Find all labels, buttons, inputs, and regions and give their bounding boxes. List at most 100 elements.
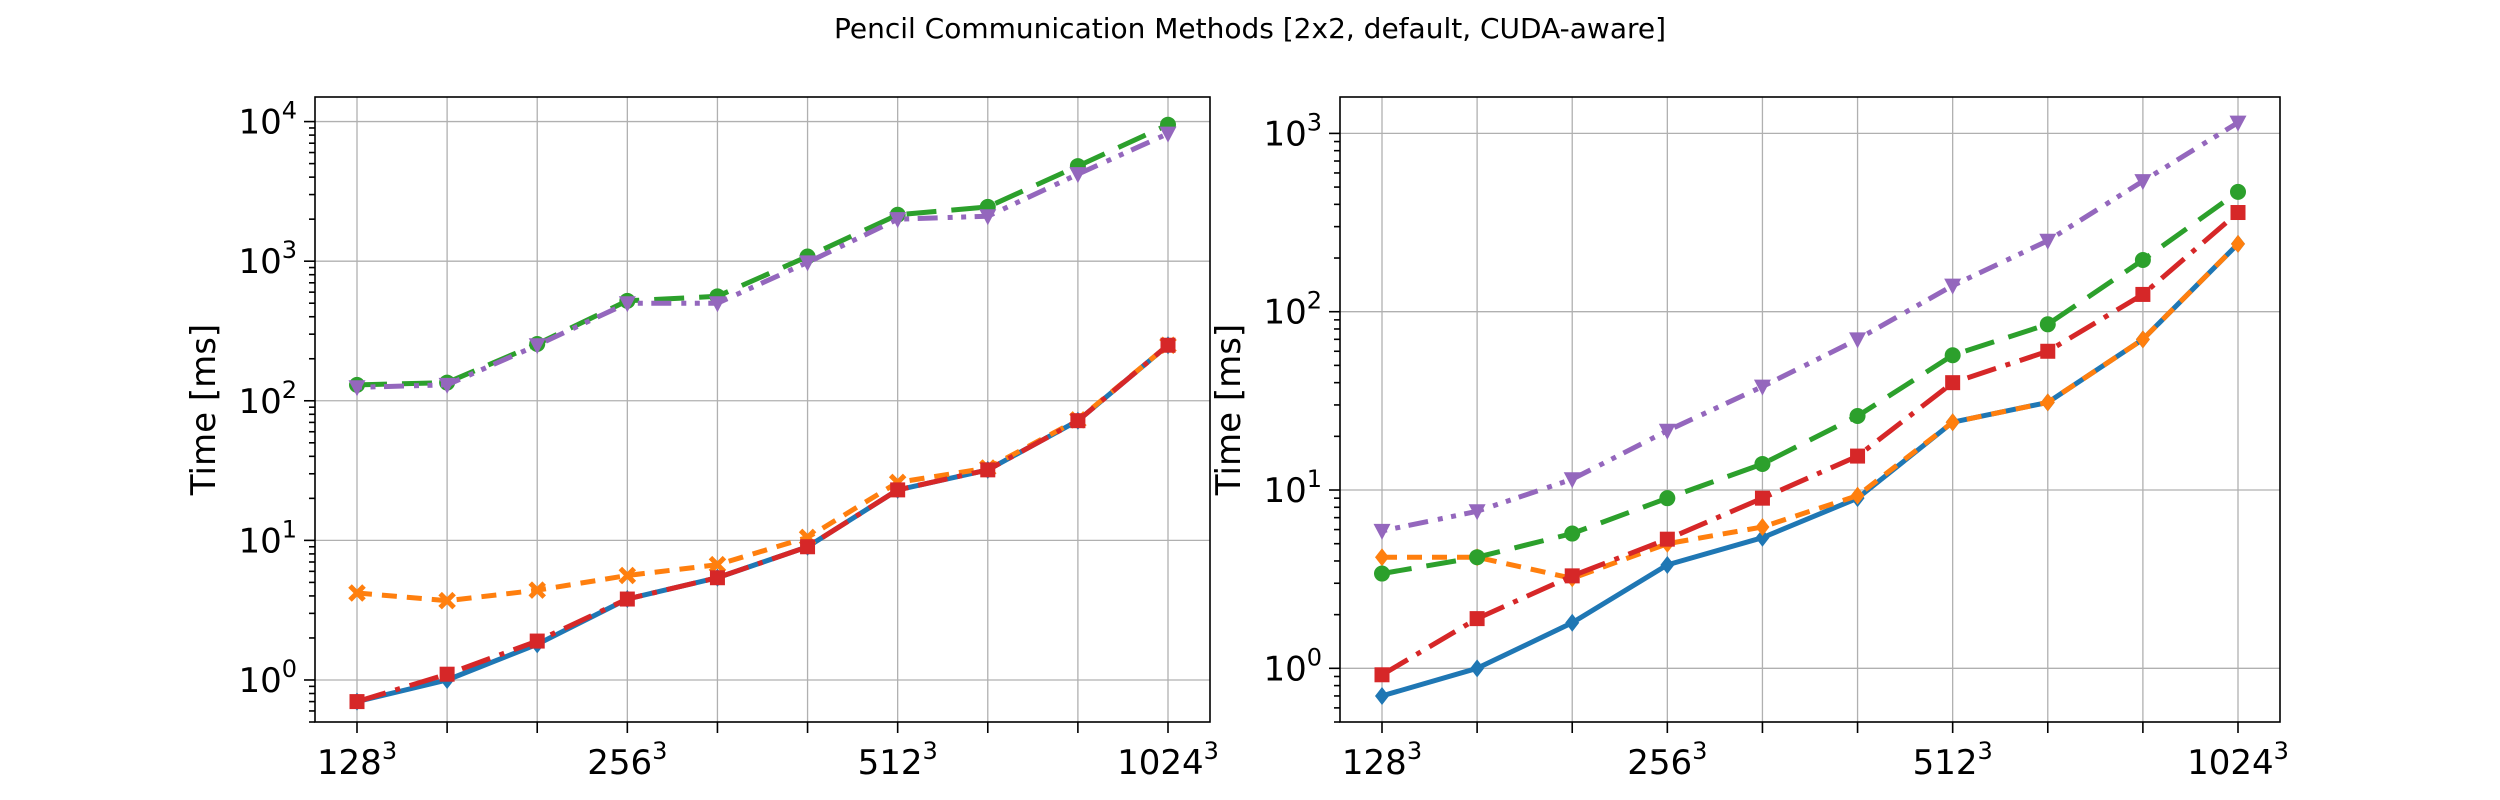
data-point [1659, 531, 1675, 547]
series-line [356, 343, 1170, 705]
data-point [528, 581, 546, 599]
data-point [980, 462, 996, 478]
x-tick-label: 10243 [1117, 737, 1219, 783]
data-point [438, 377, 456, 394]
data-point [708, 296, 726, 313]
data-point [619, 591, 635, 607]
data-point [1563, 472, 1581, 489]
data-point [1753, 379, 1771, 396]
data-point [618, 566, 637, 585]
y-tick-label: 102 [238, 376, 297, 422]
data-point [1660, 555, 1675, 574]
y-tick-label: 101 [1263, 465, 1322, 511]
data-point [529, 633, 545, 649]
data-point [439, 666, 455, 682]
y-tick-label: 102 [1263, 287, 1322, 333]
series-4 [1373, 115, 2247, 540]
y-tick-label: 103 [238, 236, 297, 282]
right-chart: 100 101 102 103 1283 2563 5123 10243 Time [ms] [1209, 96, 2289, 783]
series-line [1380, 210, 2240, 677]
grid [315, 97, 1210, 722]
data-point [889, 212, 907, 229]
data-point [979, 209, 997, 226]
data-point [2039, 316, 2056, 333]
data-point [2230, 183, 2246, 200]
data-point [1850, 486, 1865, 505]
plot-frame [314, 96, 1211, 723]
series-line [356, 122, 1170, 388]
data-point [1564, 568, 1580, 584]
data-point [1159, 126, 1177, 143]
series-1 [1375, 234, 2245, 588]
data-point [799, 255, 817, 272]
data-point [1470, 659, 1485, 678]
series-line [1381, 120, 2240, 534]
data-point [709, 570, 725, 586]
series-0 [350, 336, 1175, 711]
data-point [2231, 234, 2245, 253]
data-point [1755, 518, 1770, 537]
data-point [2039, 233, 2057, 250]
data-point [1375, 686, 1389, 705]
series-line [1381, 189, 2240, 577]
data-point [1564, 525, 1581, 542]
x-tick-label: 1283 [317, 737, 397, 783]
data-point [528, 338, 546, 355]
data-point [2040, 343, 2056, 359]
data-point [1070, 413, 1086, 429]
series-line [356, 131, 1170, 390]
data-point [1565, 613, 1580, 632]
data-point [1945, 375, 1961, 391]
series-3 [1374, 205, 2246, 683]
data-point [1945, 413, 1960, 432]
data-point [618, 296, 636, 313]
data-point [1754, 490, 1770, 506]
data-point [1659, 490, 1676, 507]
data-point [1658, 423, 1676, 440]
data-point [2040, 393, 2055, 412]
x-tick-label: 5123 [858, 737, 938, 783]
data-point [2135, 286, 2151, 302]
data-point [1944, 347, 1961, 364]
plot-frame [1339, 96, 2281, 723]
data-point [348, 380, 366, 397]
series-3 [349, 337, 1176, 710]
data-point [1375, 548, 1389, 567]
data-point [1754, 455, 1771, 472]
y-tick-label: 100 [238, 655, 297, 701]
data-point [800, 539, 816, 555]
series-2 [349, 116, 1176, 393]
data-point [1850, 448, 1866, 464]
data-point [1069, 167, 1087, 184]
x-tick-label: 2563 [1627, 737, 1707, 783]
data-point [1374, 667, 1390, 683]
data-point [349, 694, 365, 710]
series-0 [1375, 234, 2245, 705]
x-tick-label: 5123 [1913, 737, 1993, 783]
y-tick-label: 103 [1263, 108, 1322, 154]
series-4 [348, 126, 1177, 397]
data-point [1160, 337, 1176, 353]
x-tick-label: 1283 [1342, 737, 1422, 783]
data-point [348, 584, 366, 602]
series-line [1382, 242, 2240, 581]
y-tick-label: 100 [1263, 643, 1322, 689]
data-point [2229, 115, 2247, 132]
figure-title: Pencil Communication Methods [2x2, defau… [834, 12, 1666, 45]
series-line [356, 343, 1170, 704]
x-tick-label: 2563 [587, 737, 667, 783]
data-point [438, 591, 456, 610]
y-axis-label: Time [ms] [1209, 324, 1249, 496]
data-point [1849, 332, 1867, 349]
series-1 [348, 336, 1177, 610]
data-point [1849, 408, 1866, 425]
data-point [2134, 174, 2152, 191]
data-point [1469, 611, 1485, 627]
data-point [1373, 523, 1391, 540]
y-axis-label: Time [ms] [184, 324, 224, 496]
data-point [1944, 278, 1962, 295]
grid [1340, 97, 2280, 722]
y-tick-label: 101 [238, 515, 297, 561]
data-point [1755, 528, 1770, 547]
